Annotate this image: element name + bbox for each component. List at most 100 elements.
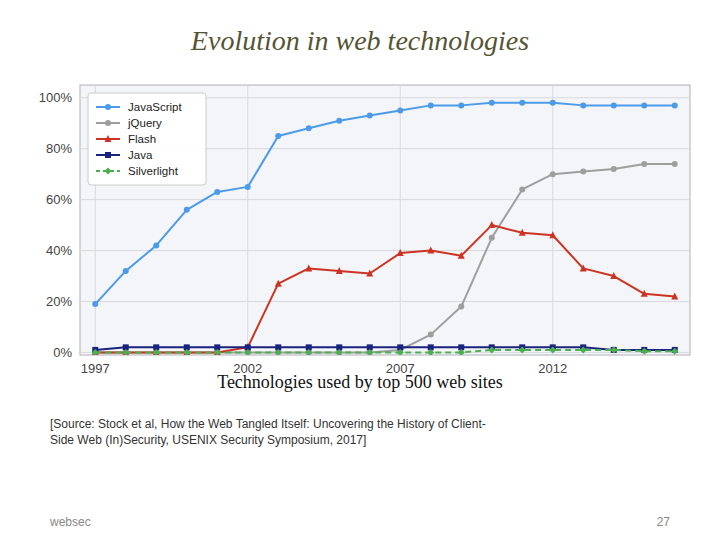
point [580,169,586,175]
point [671,348,678,355]
title: Evolution in web technologies [190,25,529,56]
series-line [95,350,675,353]
y-tick-label: 40% [46,243,72,258]
point [580,102,586,108]
point [519,229,526,236]
point [336,118,342,124]
point [458,252,465,259]
point [671,292,678,299]
point [184,207,190,213]
point [366,269,373,276]
point [336,267,343,274]
x-tick-label: 2012 [538,361,567,376]
point [641,102,647,108]
grid-line-x [552,85,553,355]
legend-marker [105,120,111,126]
grid [80,85,690,355]
legend: JavaScript jQuery Flash Java Silverlight [88,93,206,185]
point [428,332,434,338]
point [458,304,464,310]
footer-left: websec [49,515,91,529]
series-line [95,164,675,352]
point [427,349,434,355]
y-tick-label: 100% [39,90,73,105]
point [489,235,495,241]
point [92,301,98,307]
point [672,102,678,108]
legend-label: jQuery [127,117,162,129]
point [367,113,373,119]
point [153,349,160,355]
point [336,349,343,355]
point [519,186,525,192]
point [397,249,404,256]
point [641,290,648,297]
legend-label: Silverlight [128,165,179,177]
point [305,264,312,271]
y-tick-label: 60% [46,192,72,207]
point [214,189,220,195]
grid-line-y [80,250,690,251]
point [641,348,648,355]
point [611,102,617,108]
grid-line-y [80,199,690,200]
point [488,221,495,228]
point [611,347,617,353]
grid-line-y [80,301,690,302]
legend-label: Java [128,149,153,161]
grid-line-x [400,85,401,355]
point [245,184,251,190]
grid-line-x [247,85,248,355]
y-tick-label: 20% [46,294,72,309]
point [122,349,129,355]
point [244,349,251,355]
point [610,272,617,279]
legend-label: Flash [128,133,156,145]
point [275,133,281,139]
legend-marker [105,152,111,158]
point [458,349,465,355]
point [611,166,617,172]
plot-area [80,85,690,355]
point [92,349,99,355]
point [549,346,556,353]
legend-marker [105,135,112,142]
point [488,346,495,353]
point [214,349,221,355]
subtitle: Technologies used by top 500 web sites [217,372,503,392]
point [580,264,587,271]
legend-marker [105,104,111,110]
x-tick-label: 1997 [81,361,110,376]
y-tick-label: 80% [46,141,72,156]
legend-label: JavaScript [128,101,182,113]
point [305,349,312,355]
point [580,346,587,353]
point [428,102,434,108]
footer-right: 27 [657,515,671,529]
y-tick-label: 0% [53,345,72,360]
point [153,242,159,248]
point [306,125,312,131]
point [549,231,556,238]
point [550,171,556,177]
point [123,268,129,274]
legend-box [88,93,206,185]
chart: 19972002200720120%20%40%60%80%100%JavaSc… [0,0,720,540]
point [366,349,373,355]
point [489,100,495,106]
point [550,100,556,106]
point [397,349,404,355]
point [519,346,526,353]
legend-marker [105,168,112,175]
point [610,346,617,353]
point [641,161,647,167]
source: [Source: Stock et al, How the Web Tangle… [50,417,486,447]
point [458,102,464,108]
point [275,349,282,355]
point [183,349,190,355]
point [672,161,678,167]
point [519,100,525,106]
point [427,247,434,254]
series-line [95,225,675,352]
point [275,280,282,287]
